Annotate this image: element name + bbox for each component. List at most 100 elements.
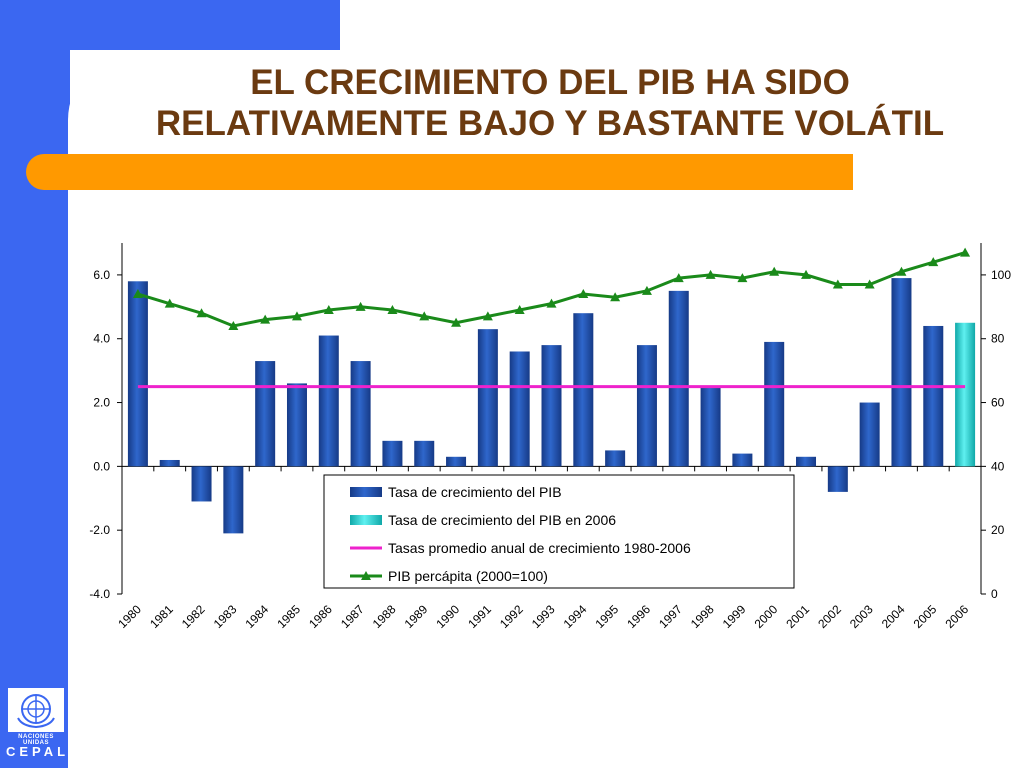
- gdp-growth-bar: [286, 383, 307, 467]
- x-tick-label: 1998: [688, 602, 717, 631]
- x-tick-label: 2001: [783, 602, 812, 631]
- gdp-growth-bar: [541, 345, 562, 467]
- left-tick-label: 2.0: [93, 396, 110, 410]
- gdp-per-capita-point: [323, 305, 334, 315]
- x-tick-label: 1982: [179, 602, 208, 631]
- legend-label: Tasa de crecimiento del PIB en 2006: [388, 512, 616, 528]
- gdp-growth-bar: [382, 440, 403, 467]
- gdp-per-capita-point: [673, 273, 684, 283]
- x-tick-label: 1997: [656, 602, 685, 631]
- x-tick-label: 2005: [911, 602, 940, 631]
- gdp-growth-bar: [477, 329, 498, 467]
- x-tick-label: 2004: [879, 602, 908, 631]
- gdp-per-capita-point: [260, 314, 271, 324]
- x-tick-label: 1987: [338, 602, 367, 631]
- x-tick-label: 2003: [847, 602, 876, 631]
- right-tick-label: 80: [991, 332, 1005, 346]
- x-tick-label: 2000: [752, 602, 781, 631]
- gdp-per-capita-point: [769, 266, 780, 276]
- gdp-per-capita-point: [164, 298, 175, 308]
- cepal-logo: NACIONES UNIDAS CEPAL: [6, 686, 66, 764]
- orange-accent-bar: [26, 154, 853, 190]
- gdp-growth-bar: [127, 281, 148, 467]
- gdp-growth-2006-bar: [955, 322, 976, 467]
- gdp-growth-bar: [255, 361, 276, 467]
- logo-name-text: CEPAL: [6, 744, 70, 759]
- x-tick-label: 1989: [402, 602, 431, 631]
- gdp-growth-bar: [509, 351, 530, 467]
- right-tick-label: 100: [991, 268, 1011, 282]
- x-tick-label: 1980: [115, 602, 144, 631]
- x-tick-label: 1986: [306, 602, 335, 631]
- gdp-per-capita-point: [641, 285, 652, 295]
- gdp-per-capita-point: [514, 305, 525, 315]
- gdp-per-capita-point: [387, 305, 398, 315]
- gdp-per-capita-point: [196, 308, 207, 318]
- gdp-per-capita-point: [864, 279, 875, 289]
- legend-label: Tasas promedio anual de crecimiento 1980…: [388, 540, 691, 556]
- gdp-per-capita-point: [482, 311, 493, 321]
- gdp-per-capita-point: [832, 279, 843, 289]
- right-tick-label: 60: [991, 396, 1005, 410]
- x-tick-label: 1984: [243, 602, 272, 631]
- gdp-growth-bar: [636, 345, 657, 467]
- gdp-growth-bar: [668, 290, 689, 467]
- gdp-per-capita-point: [801, 269, 812, 279]
- left-tick-label: -4.0: [89, 587, 110, 601]
- gdp-growth-bar: [700, 386, 721, 467]
- gdp-growth-bar: [191, 466, 212, 502]
- left-tick-label: 4.0: [93, 332, 110, 346]
- gdp-per-capita-point: [546, 298, 557, 308]
- slide-title: EL CRECIMIENTO DEL PIB HA SIDO RELATIVAM…: [80, 62, 1020, 144]
- gdp-growth-bar: [732, 453, 753, 467]
- right-tick-label: 40: [991, 459, 1005, 473]
- gdp-growth-bar: [859, 402, 880, 467]
- gdp-growth-bar: [318, 335, 339, 467]
- x-tick-label: 1981: [147, 602, 176, 631]
- left-tick-label: 0.0: [93, 459, 110, 473]
- x-tick-label: 1988: [370, 602, 399, 631]
- top-blue-band: [0, 0, 340, 50]
- x-tick-label: 1983: [211, 602, 240, 631]
- gdp-per-capita-line: [137, 251, 966, 328]
- x-tick-label: 1999: [720, 602, 749, 631]
- gdp-growth-bar: [764, 341, 785, 467]
- legend-marker: [361, 571, 371, 580]
- gdp-growth-bar: [446, 456, 467, 467]
- gdp-per-capita-point: [132, 289, 143, 299]
- x-tick-label: 1990: [433, 602, 462, 631]
- left-tick-label: 6.0: [93, 268, 110, 282]
- x-tick-label: 1991: [465, 602, 494, 631]
- gdp-per-capita-point: [705, 269, 716, 279]
- gdp-per-capita-point: [578, 289, 589, 299]
- gdp-growth-bar: [159, 459, 180, 467]
- legend-swatch: [350, 487, 382, 497]
- x-tick-label: 1996: [624, 602, 653, 631]
- legend-label: Tasa de crecimiento del PIB: [388, 484, 562, 500]
- un-emblem-icon: [8, 688, 64, 732]
- left-tick-label: -2.0: [89, 523, 110, 537]
- title-line-2: RELATIVAMENTE BAJO Y BASTANTE VOLÁTIL: [155, 104, 945, 143]
- x-tick-label: 2006: [942, 602, 971, 631]
- legend-label: PIB percápita (2000=100): [388, 568, 548, 584]
- right-tick-label: 0: [991, 587, 998, 601]
- x-tick-label: 1985: [274, 602, 303, 631]
- x-tick-label: 2002: [815, 602, 844, 631]
- gdp-growth-bar: [891, 278, 912, 467]
- gdp-per-capita-point: [355, 301, 366, 311]
- gdp-growth-bar: [223, 466, 244, 534]
- logo-org-text: NACIONES UNIDAS: [18, 734, 54, 746]
- right-tick-label: 20: [991, 523, 1005, 537]
- left-blue-band: [0, 0, 70, 768]
- gdp-per-capita-point: [737, 273, 748, 283]
- x-tick-label: 1992: [497, 602, 526, 631]
- x-tick-label: 1994: [561, 602, 590, 631]
- gdp-per-capita-point: [960, 247, 971, 257]
- gdp-growth-bar: [796, 456, 817, 467]
- x-tick-label: 1995: [592, 602, 621, 631]
- gdp-per-capita-point: [451, 317, 462, 327]
- gdp-per-capita-point: [228, 320, 239, 330]
- legend-swatch: [350, 515, 382, 525]
- gdp-growth-bar: [414, 440, 435, 467]
